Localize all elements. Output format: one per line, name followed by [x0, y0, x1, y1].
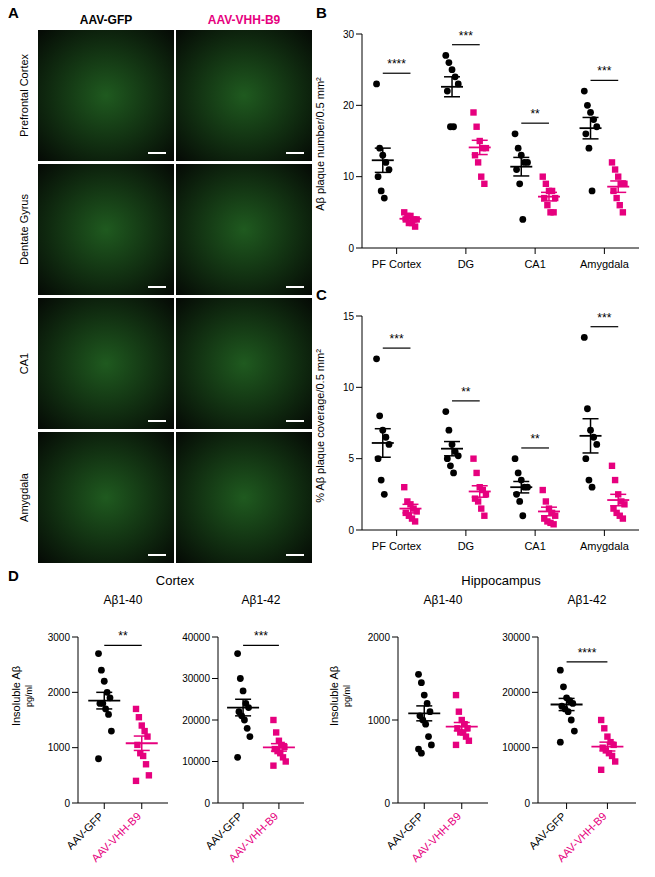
svg-text:1000: 1000 [48, 742, 71, 753]
svg-text:****: **** [387, 57, 406, 71]
svg-text:0: 0 [204, 798, 210, 809]
svg-text:***: *** [390, 332, 404, 346]
svg-text:Insoluble Aβ: Insoluble Aβ [10, 666, 22, 726]
svg-text:Amygdala: Amygdala [580, 258, 630, 270]
svg-text:Aβ plaque number/0.5 mm²: Aβ plaque number/0.5 mm² [314, 77, 326, 211]
svg-text:Amygdala: Amygdala [580, 540, 630, 552]
svg-text:PF Cortex: PF Cortex [372, 258, 422, 270]
svg-text:15: 15 [343, 311, 355, 322]
svg-text:CA1: CA1 [18, 353, 30, 374]
svg-text:20000: 20000 [182, 715, 210, 726]
svg-text:Prefrontal Cortex: Prefrontal Cortex [18, 53, 30, 137]
svg-text:40000: 40000 [182, 632, 210, 643]
svg-text:AAV-GFP: AAV-GFP [64, 809, 106, 852]
html-text:Aβ1-42: Aβ1-42 [567, 593, 607, 607]
svg-text:DG: DG [458, 258, 475, 270]
svg-text:AAV-VHH-B9: AAV-VHH-B9 [89, 810, 143, 864]
svg-text:2000: 2000 [368, 632, 391, 643]
svg-text:Amygdala: Amygdala [18, 472, 30, 522]
svg-text:3000: 3000 [48, 632, 71, 643]
svg-text:***: *** [597, 311, 611, 325]
svg-text:Dentate Gyrus: Dentate Gyrus [18, 194, 30, 265]
svg-text:**: ** [461, 385, 471, 399]
svg-text:***: *** [254, 629, 268, 643]
svg-text:10: 10 [343, 382, 355, 393]
svg-text:10000: 10000 [502, 742, 530, 753]
svg-text:AAV-GFP: AAV-GFP [526, 810, 568, 852]
html-text:A: A [8, 4, 19, 21]
html-text:C: C [316, 286, 327, 303]
html-text:D: D [8, 567, 19, 584]
svg-text:10000: 10000 [182, 756, 210, 767]
html-text:Hippocampus: Hippocampus [461, 573, 541, 588]
svg-text:0: 0 [64, 798, 70, 809]
svg-text:30: 30 [343, 29, 355, 40]
svg-text:30000: 30000 [182, 673, 210, 684]
svg-text:**: ** [530, 107, 540, 121]
svg-text:**: ** [118, 629, 128, 643]
svg-text:30000: 30000 [502, 632, 530, 643]
svg-text:pg/ml: pg/ml [24, 685, 34, 707]
svg-text:20: 20 [343, 100, 355, 111]
svg-text:0: 0 [524, 798, 530, 809]
html-text:Aβ1-42: Aβ1-42 [241, 593, 281, 607]
svg-text:20000: 20000 [502, 687, 530, 698]
svg-text:CA1: CA1 [524, 540, 545, 552]
svg-text:****: **** [578, 646, 597, 660]
svg-text:0: 0 [348, 243, 354, 254]
svg-text:PF Cortex: PF Cortex [372, 540, 422, 552]
svg-text:1000: 1000 [368, 715, 391, 726]
svg-text:pg/ml: pg/ml [342, 685, 352, 707]
html-text:Aβ1-40: Aβ1-40 [103, 593, 143, 607]
svg-text:DG: DG [458, 540, 475, 552]
svg-text:5: 5 [348, 453, 354, 464]
svg-text:CA1: CA1 [524, 258, 545, 270]
svg-text:**: ** [530, 432, 540, 446]
svg-text:0: 0 [384, 798, 390, 809]
svg-text:AAV-GFP: AAV-GFP [384, 809, 426, 852]
svg-text:AAV-GFP: AAV-GFP [202, 809, 245, 852]
svg-text:0: 0 [348, 525, 354, 536]
svg-text:% Aβ plaque coverage/0.5 mm²: % Aβ plaque coverage/0.5 mm² [314, 349, 326, 503]
svg-text:AAV-VHH-B9: AAV-VHH-B9 [409, 810, 463, 864]
html-text:B: B [316, 4, 327, 21]
svg-text:AAV-VHH-B9: AAV-VHH-B9 [555, 810, 609, 864]
html-text:Aβ1-40: Aβ1-40 [423, 593, 463, 607]
svg-text:AAV-GFP: AAV-GFP [80, 13, 132, 27]
svg-text:AAV-VHH-B9: AAV-VHH-B9 [208, 13, 281, 27]
svg-text:10: 10 [343, 171, 355, 182]
svg-text:***: *** [459, 29, 473, 43]
svg-text:2000: 2000 [48, 687, 71, 698]
svg-text:AAV-VHH-B9: AAV-VHH-B9 [226, 810, 280, 864]
html-text:Cortex: Cortex [155, 573, 195, 588]
svg-text:***: *** [597, 64, 611, 78]
svg-text:Insoluble Aβ: Insoluble Aβ [328, 666, 340, 726]
